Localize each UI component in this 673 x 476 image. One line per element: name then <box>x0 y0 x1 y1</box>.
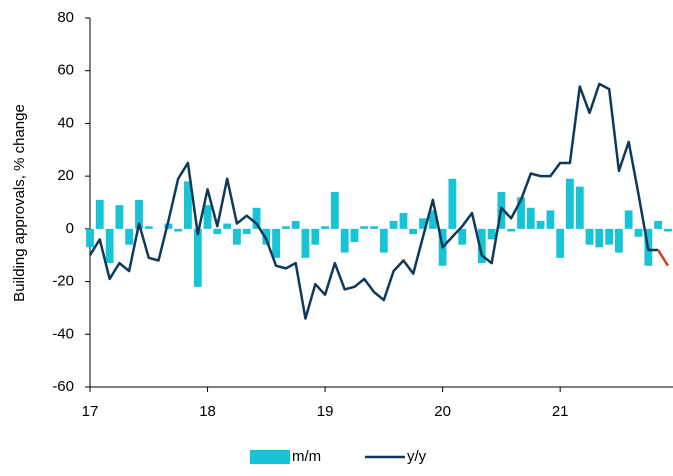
bar <box>203 205 212 229</box>
bar <box>360 226 369 229</box>
x-tick-label: 19 <box>317 403 334 420</box>
bar <box>634 228 643 237</box>
bar <box>458 228 467 245</box>
bar <box>330 191 339 229</box>
bar <box>223 223 232 229</box>
line <box>88 82 659 320</box>
bar <box>409 228 418 235</box>
bar <box>507 228 516 232</box>
y-tick-label: -60 <box>52 378 74 395</box>
bar <box>624 210 633 229</box>
bar <box>546 210 555 229</box>
bar <box>536 220 545 229</box>
bar <box>252 207 261 229</box>
y-tick-label: 60 <box>57 62 74 79</box>
bar <box>389 220 398 229</box>
bar <box>566 178 574 229</box>
bar <box>321 226 329 229</box>
bar <box>585 228 594 245</box>
bar <box>115 205 124 229</box>
bar <box>184 181 192 229</box>
bar <box>477 228 486 264</box>
y-tick-label: 20 <box>57 167 74 184</box>
bar <box>428 210 437 229</box>
bar <box>340 228 349 253</box>
bar <box>174 228 183 232</box>
x-tick-label: 20 <box>434 403 451 420</box>
bar <box>654 220 662 229</box>
bar <box>144 226 153 229</box>
y-tick-label: 40 <box>57 114 74 131</box>
y-tick-label: 0 <box>66 220 74 237</box>
y-tick-label: -20 <box>52 273 74 290</box>
bar <box>379 228 388 253</box>
bar <box>193 228 202 287</box>
y-axis-label: Building approvals, % change <box>11 104 28 302</box>
bar <box>86 228 94 248</box>
bar <box>311 228 320 245</box>
y-tick-label: 80 <box>57 9 74 26</box>
bar <box>517 197 525 229</box>
bar <box>95 199 104 229</box>
bar <box>370 226 378 229</box>
bar <box>272 228 280 258</box>
bar <box>399 213 408 229</box>
bar <box>664 228 672 232</box>
x-tick-label: 21 <box>552 403 569 420</box>
bar <box>135 199 143 229</box>
bar <box>301 228 310 258</box>
bar <box>419 218 427 229</box>
legend-label: m/m <box>292 448 321 465</box>
bar <box>605 228 614 245</box>
bar <box>448 178 457 229</box>
bar <box>213 228 222 235</box>
bar <box>350 228 359 243</box>
bar <box>125 228 134 245</box>
bar <box>595 228 604 248</box>
bar <box>615 228 623 253</box>
bar <box>487 228 496 240</box>
bar <box>526 207 535 229</box>
x-tick-label: 17 <box>82 403 99 420</box>
bar <box>282 226 290 229</box>
bar <box>242 228 251 235</box>
bar <box>291 220 300 229</box>
bar <box>575 186 584 229</box>
bar <box>262 228 271 245</box>
bar <box>233 228 241 245</box>
bar <box>105 228 114 264</box>
x-tick-label: 18 <box>199 403 216 420</box>
bar <box>164 223 173 229</box>
legend-swatch <box>250 450 290 464</box>
legend-label: y/y <box>407 448 427 465</box>
bar <box>556 228 565 258</box>
line-last-segment <box>657 249 670 267</box>
y-tick-label: -40 <box>52 325 74 342</box>
